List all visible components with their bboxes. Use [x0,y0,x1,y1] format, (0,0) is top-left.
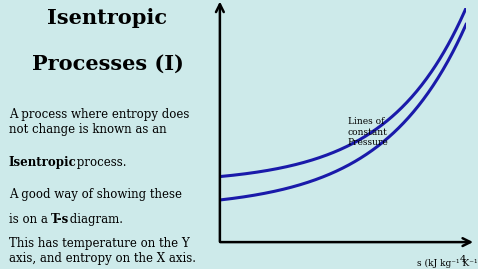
Text: Isentropic: Isentropic [47,8,168,28]
Text: diagram.: diagram. [65,213,122,225]
Text: This has temperature on the Y
axis, and entropy on the X axis.: This has temperature on the Y axis, and … [9,237,196,265]
Text: process.: process. [73,156,127,169]
Text: is on a: is on a [9,213,51,225]
Text: 4: 4 [460,255,466,264]
Text: s (kJ kg⁻¹ K⁻¹): s (kJ kg⁻¹ K⁻¹) [417,259,478,268]
Text: Lines of
constant
Pressure: Lines of constant Pressure [348,117,389,147]
Text: A good way of showing these: A good way of showing these [9,188,182,201]
Text: A process where entropy does
not change is known as an: A process where entropy does not change … [9,108,189,136]
Text: Processes (I): Processes (I) [32,54,184,74]
Text: T-s: T-s [51,213,69,225]
Text: Isentropic: Isentropic [9,156,76,169]
